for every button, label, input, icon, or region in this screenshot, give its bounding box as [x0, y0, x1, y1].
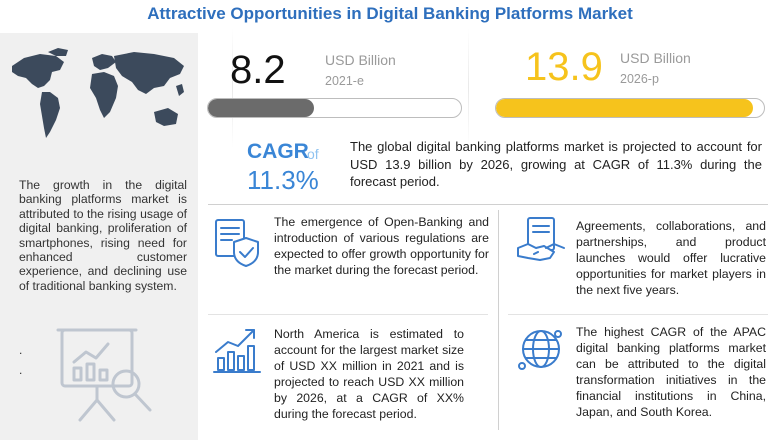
- market-value-2026: 13.9: [525, 45, 603, 89]
- vertical-divider: [498, 210, 499, 430]
- progress-fill-2021: [208, 99, 315, 117]
- bar-growth-icon: [213, 329, 261, 373]
- horizontal-divider: [208, 204, 768, 205]
- apac-insight: The highest CAGR of the APAC digital ban…: [576, 325, 766, 419]
- progress-fill-2026: [496, 99, 754, 117]
- open-banking-insight: The emergence of Open-Banking and introd…: [274, 215, 489, 277]
- bullet-item: .: [19, 343, 23, 357]
- horizontal-divider: [208, 314, 488, 315]
- progress-bar-2021: [207, 98, 462, 118]
- bullet-item: .: [19, 363, 23, 377]
- market-summary: The global digital banking platforms mar…: [350, 139, 762, 189]
- cagr-value: 11.3%: [247, 165, 319, 195]
- market-value-2021-year: 2021-e: [325, 74, 364, 88]
- handshake-icon: [517, 217, 565, 261]
- glow-divider: [468, 28, 469, 148]
- market-growth-description: The growth in the digital banking platfo…: [19, 178, 187, 293]
- market-value-2021: 8.2: [230, 48, 286, 92]
- world-map-icon: [12, 48, 184, 138]
- cagr-of: of: [307, 146, 319, 162]
- cagr-label: CAGR: [247, 140, 309, 163]
- north-america-insight: North America is estimated to account fo…: [274, 327, 464, 421]
- horizontal-divider: [508, 314, 768, 315]
- market-value-2021-unit: USD Billion: [325, 52, 396, 68]
- chart-magnifier-icon: [56, 328, 152, 422]
- market-value-2026-year: 2026-p: [620, 72, 659, 86]
- agreements-insight: Agreements, collaborations, and partners…: [576, 219, 766, 297]
- globe-network-icon: [518, 330, 562, 370]
- document-shield-icon: [215, 219, 259, 267]
- bullet-list: . .: [19, 340, 22, 380]
- market-value-2026-unit: USD Billion: [620, 50, 691, 66]
- page-title: Attractive Opportunities in Digital Bank…: [147, 4, 633, 23]
- glow-divider: [232, 28, 233, 148]
- progress-bar-2026: [495, 98, 765, 118]
